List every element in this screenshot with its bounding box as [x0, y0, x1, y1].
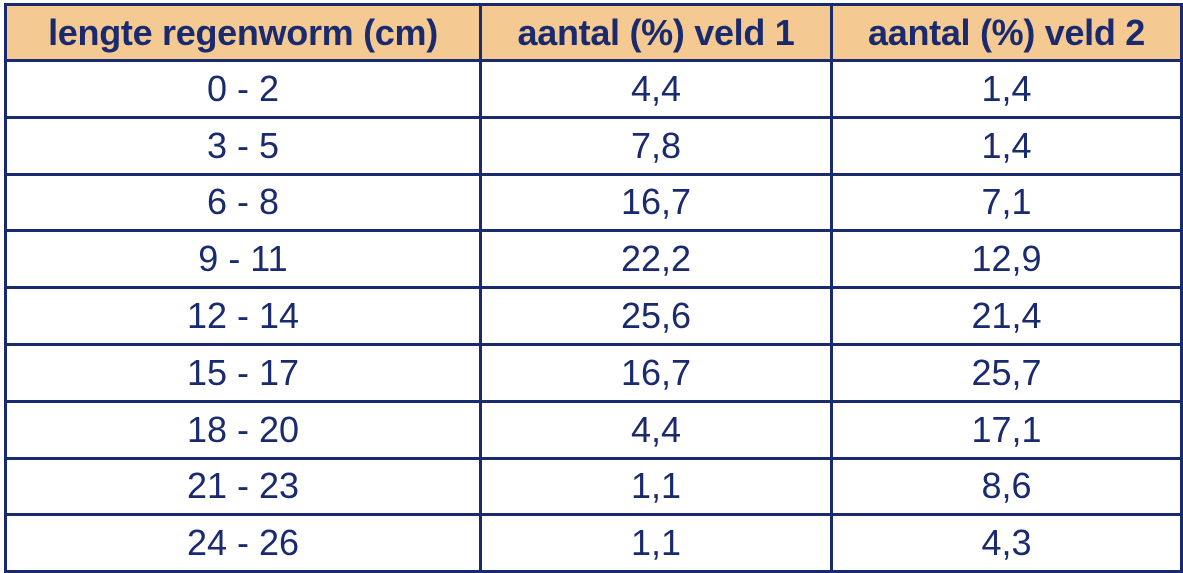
- cell-field-1-percent: 1,1: [479, 456, 833, 517]
- table-row: 15 - 17 16,7 25,7: [4, 342, 1183, 403]
- table-row: 0 - 2 4,4 1,4: [4, 59, 1183, 119]
- cell-field-1-percent: 1,1: [479, 513, 833, 573]
- cell-field-2-percent: 25,7: [830, 342, 1183, 403]
- column-header-length: lengte regenworm (cm): [4, 3, 482, 62]
- cell-length-range: 21 - 23: [4, 456, 482, 517]
- table-row: 12 - 14 25,6 21,4: [4, 286, 1183, 346]
- data-table: lengte regenworm (cm) aantal (%) veld 1 aa…: [4, 3, 1183, 573]
- cell-field-1-percent: 16,7: [479, 172, 833, 233]
- cell-field-2-percent: 8,6: [830, 456, 1183, 517]
- table-row: 18 - 20 4,4 17,1: [4, 399, 1183, 460]
- cell-length-range: 24 - 26: [4, 513, 482, 573]
- cell-field-1-percent: 4,4: [479, 59, 833, 119]
- cell-field-2-percent: 4,3: [830, 513, 1183, 573]
- table-header-row: lengte regenworm (cm) aantal (%) veld 1 aa…: [4, 3, 1183, 62]
- table-body: 0 - 2 4,4 1,4 3 - 5 7,8 1,4 6 - 8 16,7 7,1 9 - 11…: [4, 59, 1183, 573]
- table-row: 9 - 11 22,2 12,9: [4, 229, 1183, 290]
- table-row: 6 - 8 16,7 7,1: [4, 172, 1183, 233]
- cell-field-2-percent: 12,9: [830, 229, 1183, 290]
- cell-field-1-percent: 22,2: [479, 229, 833, 290]
- column-header-field-1: aantal (%) veld 1: [479, 3, 833, 62]
- cell-length-range: 9 - 11: [4, 229, 482, 290]
- cell-field-1-percent: 25,6: [479, 286, 833, 346]
- cell-length-range: 3 - 5: [4, 115, 482, 176]
- cell-field-1-percent: 16,7: [479, 342, 833, 403]
- column-header-field-2: aantal (%) veld 2: [830, 3, 1183, 62]
- cell-field-2-percent: 1,4: [830, 115, 1183, 176]
- cell-field-2-percent: 1,4: [830, 59, 1183, 119]
- table-row: 3 - 5 7,8 1,4: [4, 115, 1183, 176]
- table-row: 24 - 26 1,1 4,3: [4, 513, 1183, 573]
- table-row: 21 - 23 1,1 8,6: [4, 456, 1183, 517]
- cell-field-2-percent: 17,1: [830, 399, 1183, 460]
- cell-length-range: 12 - 14: [4, 286, 482, 346]
- cell-field-1-percent: 4,4: [479, 399, 833, 460]
- cell-field-2-percent: 21,4: [830, 286, 1183, 346]
- cell-length-range: 18 - 20: [4, 399, 482, 460]
- cell-field-1-percent: 7,8: [479, 115, 833, 176]
- cell-field-2-percent: 7,1: [830, 172, 1183, 233]
- cell-length-range: 15 - 17: [4, 342, 482, 403]
- cell-length-range: 6 - 8: [4, 172, 482, 233]
- cell-length-range: 0 - 2: [4, 59, 482, 119]
